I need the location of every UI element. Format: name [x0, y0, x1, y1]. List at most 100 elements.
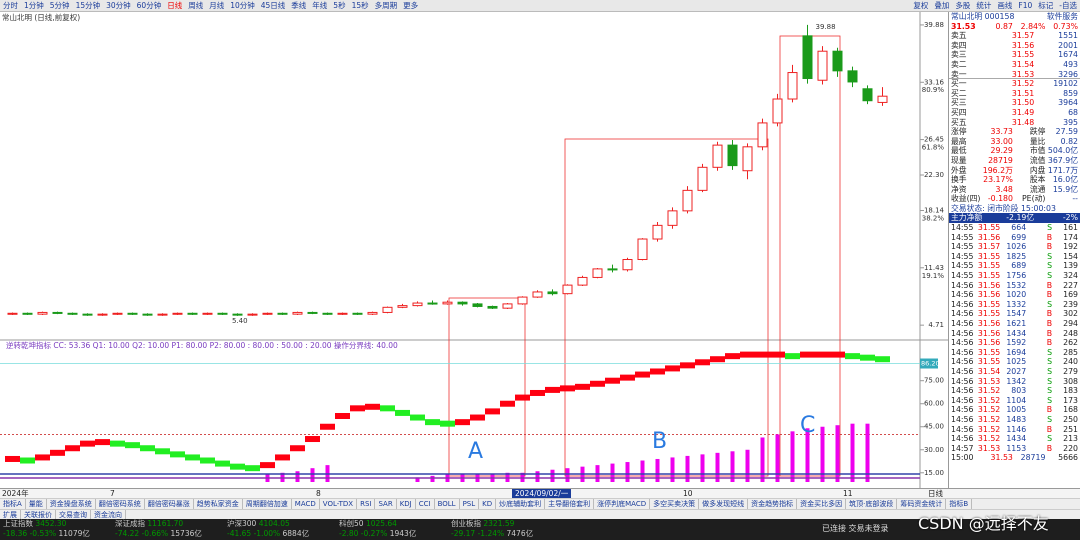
- order-level: 卖一 31.53 3296: [949, 70, 1080, 80]
- y-tick-label: 39.88: [924, 21, 944, 29]
- tick-cell: 31.55: [977, 251, 1001, 261]
- tab[interactable]: 翻倍密码暴涨: [145, 499, 194, 509]
- period-tab[interactable]: 分时: [3, 1, 18, 10]
- tab[interactable]: BOLL: [435, 499, 460, 509]
- level-label: 卖二: [951, 59, 967, 69]
- tick-cell: 31.56: [977, 232, 1001, 242]
- index-field: -0.53%: [29, 529, 57, 538]
- tab[interactable]: 资金流向: [91, 510, 126, 519]
- candle-body: [427, 302, 438, 305]
- stat-label: 收益(四): [951, 194, 981, 204]
- indicator-point: [140, 445, 155, 452]
- index-field: -41.65: [227, 529, 252, 538]
- tab[interactable]: 资金操盘系统: [47, 499, 96, 509]
- y-tick-label: 26.45: [924, 136, 944, 144]
- tick-cell: 1104: [1006, 395, 1027, 405]
- tool-button[interactable]: 多股: [955, 1, 971, 10]
- tick-cell: 154: [1063, 251, 1079, 261]
- y-tick-label: 33.16: [924, 78, 945, 86]
- tick-cell: 240: [1063, 357, 1079, 367]
- tick-cell: S: [1047, 261, 1053, 271]
- tick-cell: S: [1047, 434, 1053, 444]
- indicator-point: [770, 351, 785, 358]
- tool-button[interactable]: F10: [1018, 1, 1033, 10]
- tool-button[interactable]: 画线: [997, 1, 1013, 10]
- period-tab[interactable]: 10分钟: [230, 1, 255, 10]
- period-tab[interactable]: 15秒: [351, 1, 369, 10]
- tab[interactable]: 翻倍密码系统: [96, 499, 145, 509]
- tab[interactable]: 炒底辅助套利: [496, 499, 546, 509]
- tick-cell: 324: [1063, 271, 1079, 281]
- period-tab[interactable]: 30分钟: [106, 1, 131, 10]
- tick-cell: 14:56: [951, 414, 974, 424]
- tab[interactable]: SAR: [375, 499, 397, 509]
- tool-button[interactable]: 复权: [913, 1, 929, 10]
- index-field: -1.24%: [477, 529, 505, 538]
- tab[interactable]: 关联报价: [21, 510, 56, 519]
- candle-body: [352, 312, 363, 315]
- tab[interactable]: VOL-TDX: [320, 499, 358, 509]
- tick-cell: 14:55: [951, 271, 974, 281]
- tab[interactable]: 交易查询: [56, 510, 91, 519]
- tool-button[interactable]: -自选: [1059, 1, 1077, 10]
- tab[interactable]: 涨停判底MACD: [594, 499, 651, 509]
- indicator-point: [110, 440, 125, 447]
- tab[interactable]: 量能: [26, 499, 47, 509]
- period-tab[interactable]: 月线: [209, 1, 225, 10]
- tick-cell: S: [1047, 386, 1053, 396]
- tab[interactable]: 指标A: [0, 499, 26, 509]
- indicator-point: [440, 420, 455, 427]
- tab[interactable]: KDJ: [397, 499, 416, 509]
- period-tab[interactable]: 15分钟: [75, 1, 101, 10]
- tab[interactable]: 资金趋势指标: [748, 499, 798, 509]
- tab[interactable]: 趋势私家资金: [194, 499, 243, 509]
- candle-body: [502, 303, 513, 309]
- tick-cell: 239: [1063, 299, 1079, 309]
- tab[interactable]: 筑顶·底部波段: [846, 499, 898, 509]
- period-tab[interactable]: 5秒: [333, 1, 346, 10]
- y-tick-label: 15.00: [924, 469, 944, 477]
- period-tab[interactable]: 60分钟: [136, 1, 162, 10]
- high-label: 39.88: [816, 23, 836, 31]
- tick-row: 14:55 31.55 1825 S 154: [949, 252, 1080, 262]
- tab[interactable]: 资金买比多因: [797, 499, 847, 509]
- tab[interactable]: PSL: [460, 499, 480, 509]
- tick-cell: 14:56: [951, 424, 974, 434]
- indicator-point: [200, 457, 215, 464]
- tab[interactable]: 指标B: [946, 499, 973, 509]
- candle-body: [787, 72, 798, 100]
- period-tab[interactable]: 更多: [403, 1, 419, 10]
- period-tab[interactable]: 1分钟: [24, 1, 44, 10]
- tick-cell: S: [1047, 414, 1053, 424]
- tool-button[interactable]: 标记: [1038, 1, 1054, 10]
- stat-label: PE(动): [1021, 194, 1046, 204]
- period-tab[interactable]: 季线: [291, 1, 307, 10]
- period-tab[interactable]: 5分钟: [49, 1, 70, 10]
- tab[interactable]: CCI: [416, 499, 435, 509]
- level-label: 买五: [951, 117, 967, 127]
- tab[interactable]: MACD: [292, 499, 320, 509]
- level-price: 31.52: [1011, 79, 1035, 89]
- tab[interactable]: 扩展: [0, 510, 21, 519]
- tool-button[interactable]: 叠加: [934, 1, 950, 10]
- period-tab[interactable]: 多周期: [374, 1, 398, 10]
- tool-button[interactable]: 统计: [976, 1, 992, 10]
- tick-cell: 31.57: [977, 242, 1001, 252]
- tab[interactable]: 周期翻倍加速: [243, 499, 292, 509]
- stat-label: 净资: [951, 184, 967, 194]
- tab[interactable]: 主导翻倍套利: [545, 499, 595, 509]
- tab[interactable]: RSI: [357, 499, 376, 509]
- period-tab[interactable]: 45日线: [260, 1, 286, 10]
- tab[interactable]: 筹码资金统计: [897, 499, 947, 509]
- tab[interactable]: KD: [479, 499, 497, 509]
- stat-value: 28719: [988, 155, 1013, 165]
- tick-cell: 31.53: [990, 453, 1013, 463]
- period-tab[interactable]: 周线: [188, 1, 204, 10]
- period-tab[interactable]: 日线: [167, 1, 183, 10]
- candle-body: [847, 70, 858, 83]
- period-tab[interactable]: 年线: [312, 1, 328, 10]
- y-tick-label: 75.00: [924, 377, 944, 385]
- tab[interactable]: 做多发现短线: [699, 499, 749, 509]
- candle-body: [472, 303, 483, 307]
- tab[interactable]: 多空买卖决策: [650, 499, 700, 509]
